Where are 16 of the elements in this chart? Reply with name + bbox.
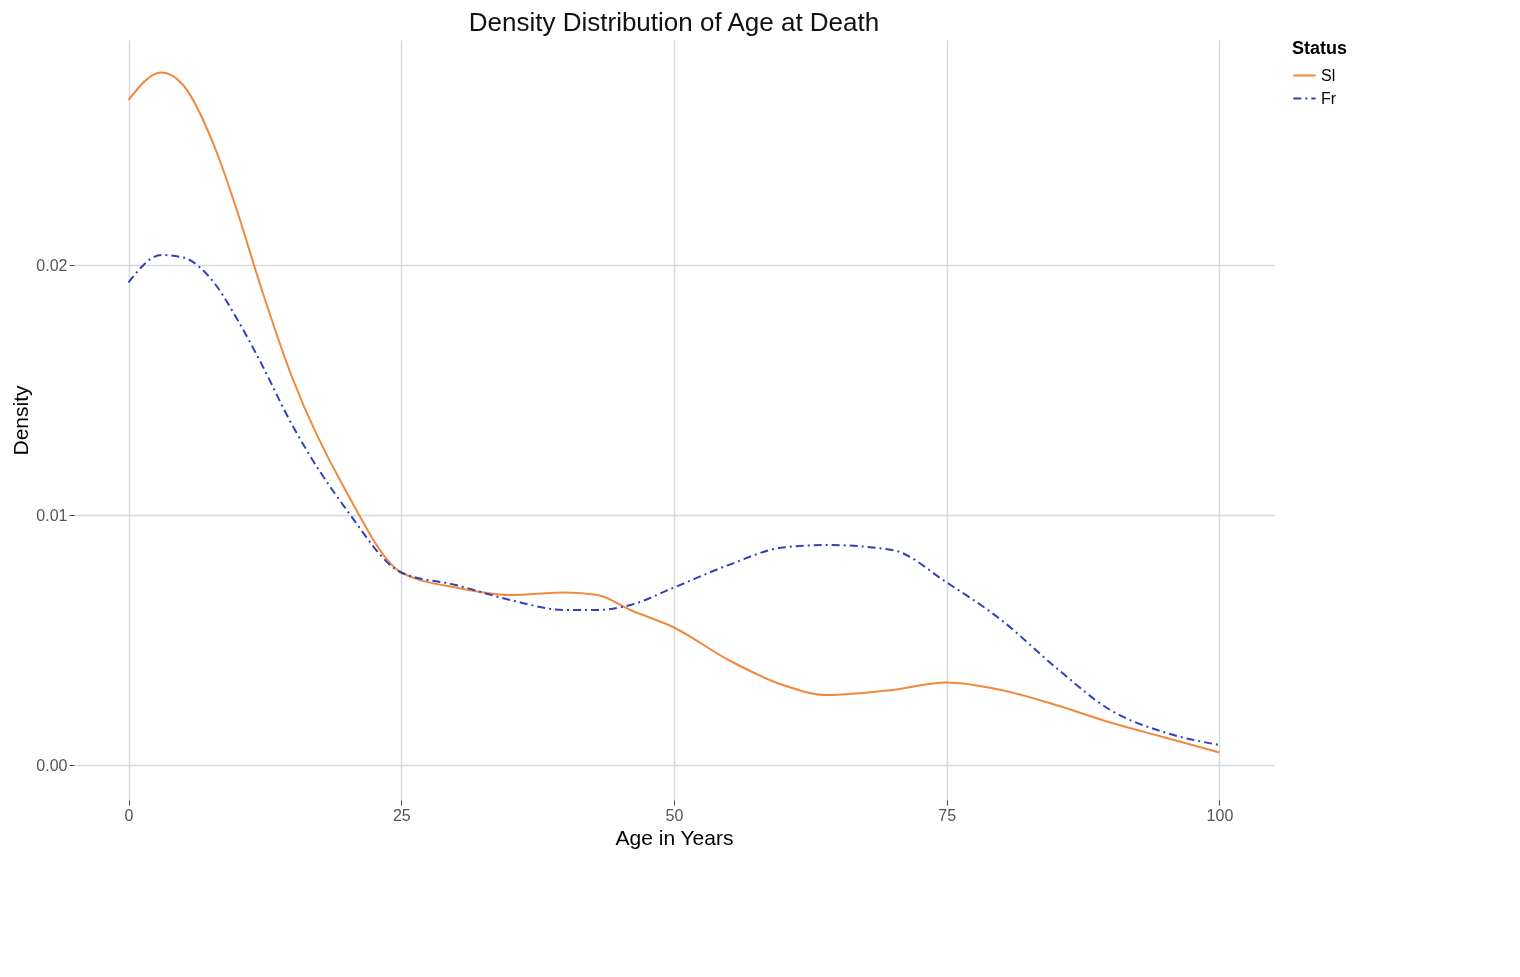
x-tick-label: 0 [124, 806, 134, 824]
line-series [127, 71, 1221, 754]
y-tick-label: 0.00 [36, 756, 68, 774]
x-tick-label: 50 [665, 806, 684, 824]
x-axis-title: Age in Years [615, 825, 734, 849]
legend-title: Status [1292, 38, 1348, 58]
legend-label: Fr [1321, 89, 1337, 107]
y-axis-title: Density [9, 384, 33, 456]
x-tick-label: 75 [938, 806, 957, 824]
y-tick-label: 0.02 [36, 256, 68, 274]
line-series [127, 254, 1221, 746]
y-tick-label: 0.01 [36, 506, 68, 524]
x-tick-label: 25 [392, 806, 411, 824]
x-tick-label: 100 [1206, 806, 1234, 824]
chart-title: Density Distribution of Age at Death [468, 7, 880, 37]
legend-label: Sl [1321, 66, 1336, 84]
